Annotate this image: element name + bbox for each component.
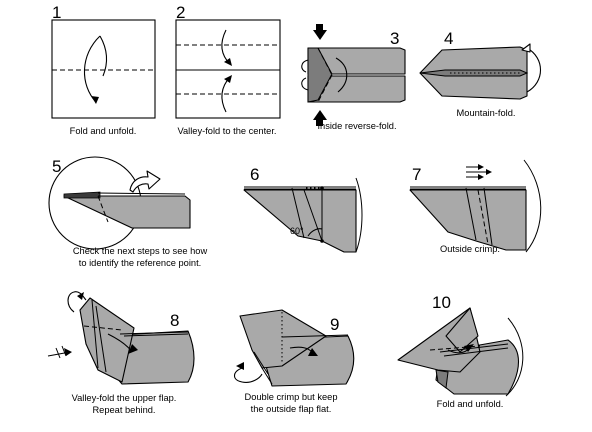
caption-line-2: the outside flap flat. bbox=[251, 404, 332, 414]
mountain-arrow bbox=[526, 47, 541, 93]
caption: Outside crimp. bbox=[440, 244, 500, 254]
step-number: 5 bbox=[52, 157, 61, 176]
step-number: 1 bbox=[52, 3, 61, 22]
caption: Fold and unfold. bbox=[70, 126, 137, 136]
head-flap bbox=[239, 309, 327, 369]
step-6: 6 60° bbox=[243, 165, 363, 253]
square-paper bbox=[175, 19, 281, 119]
step-1: 1 Fold and unfold. bbox=[51, 3, 156, 136]
repeat-arrow bbox=[67, 291, 87, 313]
crimp-arrow bbox=[233, 367, 263, 383]
step-number: 4 bbox=[444, 29, 453, 48]
step-7: 7 Outside crimp. bbox=[409, 159, 542, 254]
zoom-arrow bbox=[129, 170, 161, 193]
step-number: 7 bbox=[412, 165, 421, 184]
caption-line-1: Double crimp but keep bbox=[244, 392, 337, 402]
step-number: 2 bbox=[176, 3, 185, 22]
push-arrow-bottom bbox=[313, 110, 327, 120]
step-10: 10 Fold and unfold. bbox=[397, 293, 524, 409]
caption-line-1: Valley-fold the upper flap. bbox=[72, 393, 177, 403]
step-number: 9 bbox=[330, 315, 339, 334]
caption: Fold and unfold. bbox=[437, 399, 504, 409]
reverse-fold-area bbox=[307, 47, 333, 103]
angle-label: 60° bbox=[290, 226, 304, 236]
caption-line-2: Repeat behind. bbox=[92, 405, 155, 415]
step-number: 8 bbox=[170, 311, 179, 330]
caption-line-1: Check the next steps to see how bbox=[73, 246, 208, 256]
caption-line-2: to identify the reference point. bbox=[79, 258, 202, 268]
step-3: 3 Inside reverse-fold. bbox=[301, 24, 406, 131]
caption: Inside reverse-fold. bbox=[317, 121, 396, 131]
caption: Valley-fold to the center. bbox=[177, 126, 276, 136]
upper-half bbox=[419, 46, 528, 74]
step-4: 4 Mountain-fold. bbox=[419, 29, 541, 118]
step-5: 5 Check the next steps to see how to ide… bbox=[48, 156, 208, 268]
push-arrow-top bbox=[313, 30, 327, 40]
step-9: 9 Double crimp but keep the outside flap… bbox=[233, 309, 355, 414]
square-paper bbox=[51, 19, 156, 119]
step-number: 10 bbox=[432, 293, 451, 312]
step-8: 8 Valley-fold the upper flap. Repeat beh… bbox=[47, 291, 195, 415]
folded-paper bbox=[409, 189, 527, 251]
caption: Mountain-fold. bbox=[457, 108, 516, 118]
step-number: 3 bbox=[390, 29, 399, 48]
step-number: 6 bbox=[250, 165, 259, 184]
step-2: 2 Valley-fold to the center. bbox=[175, 3, 281, 136]
lower-half bbox=[419, 72, 528, 100]
